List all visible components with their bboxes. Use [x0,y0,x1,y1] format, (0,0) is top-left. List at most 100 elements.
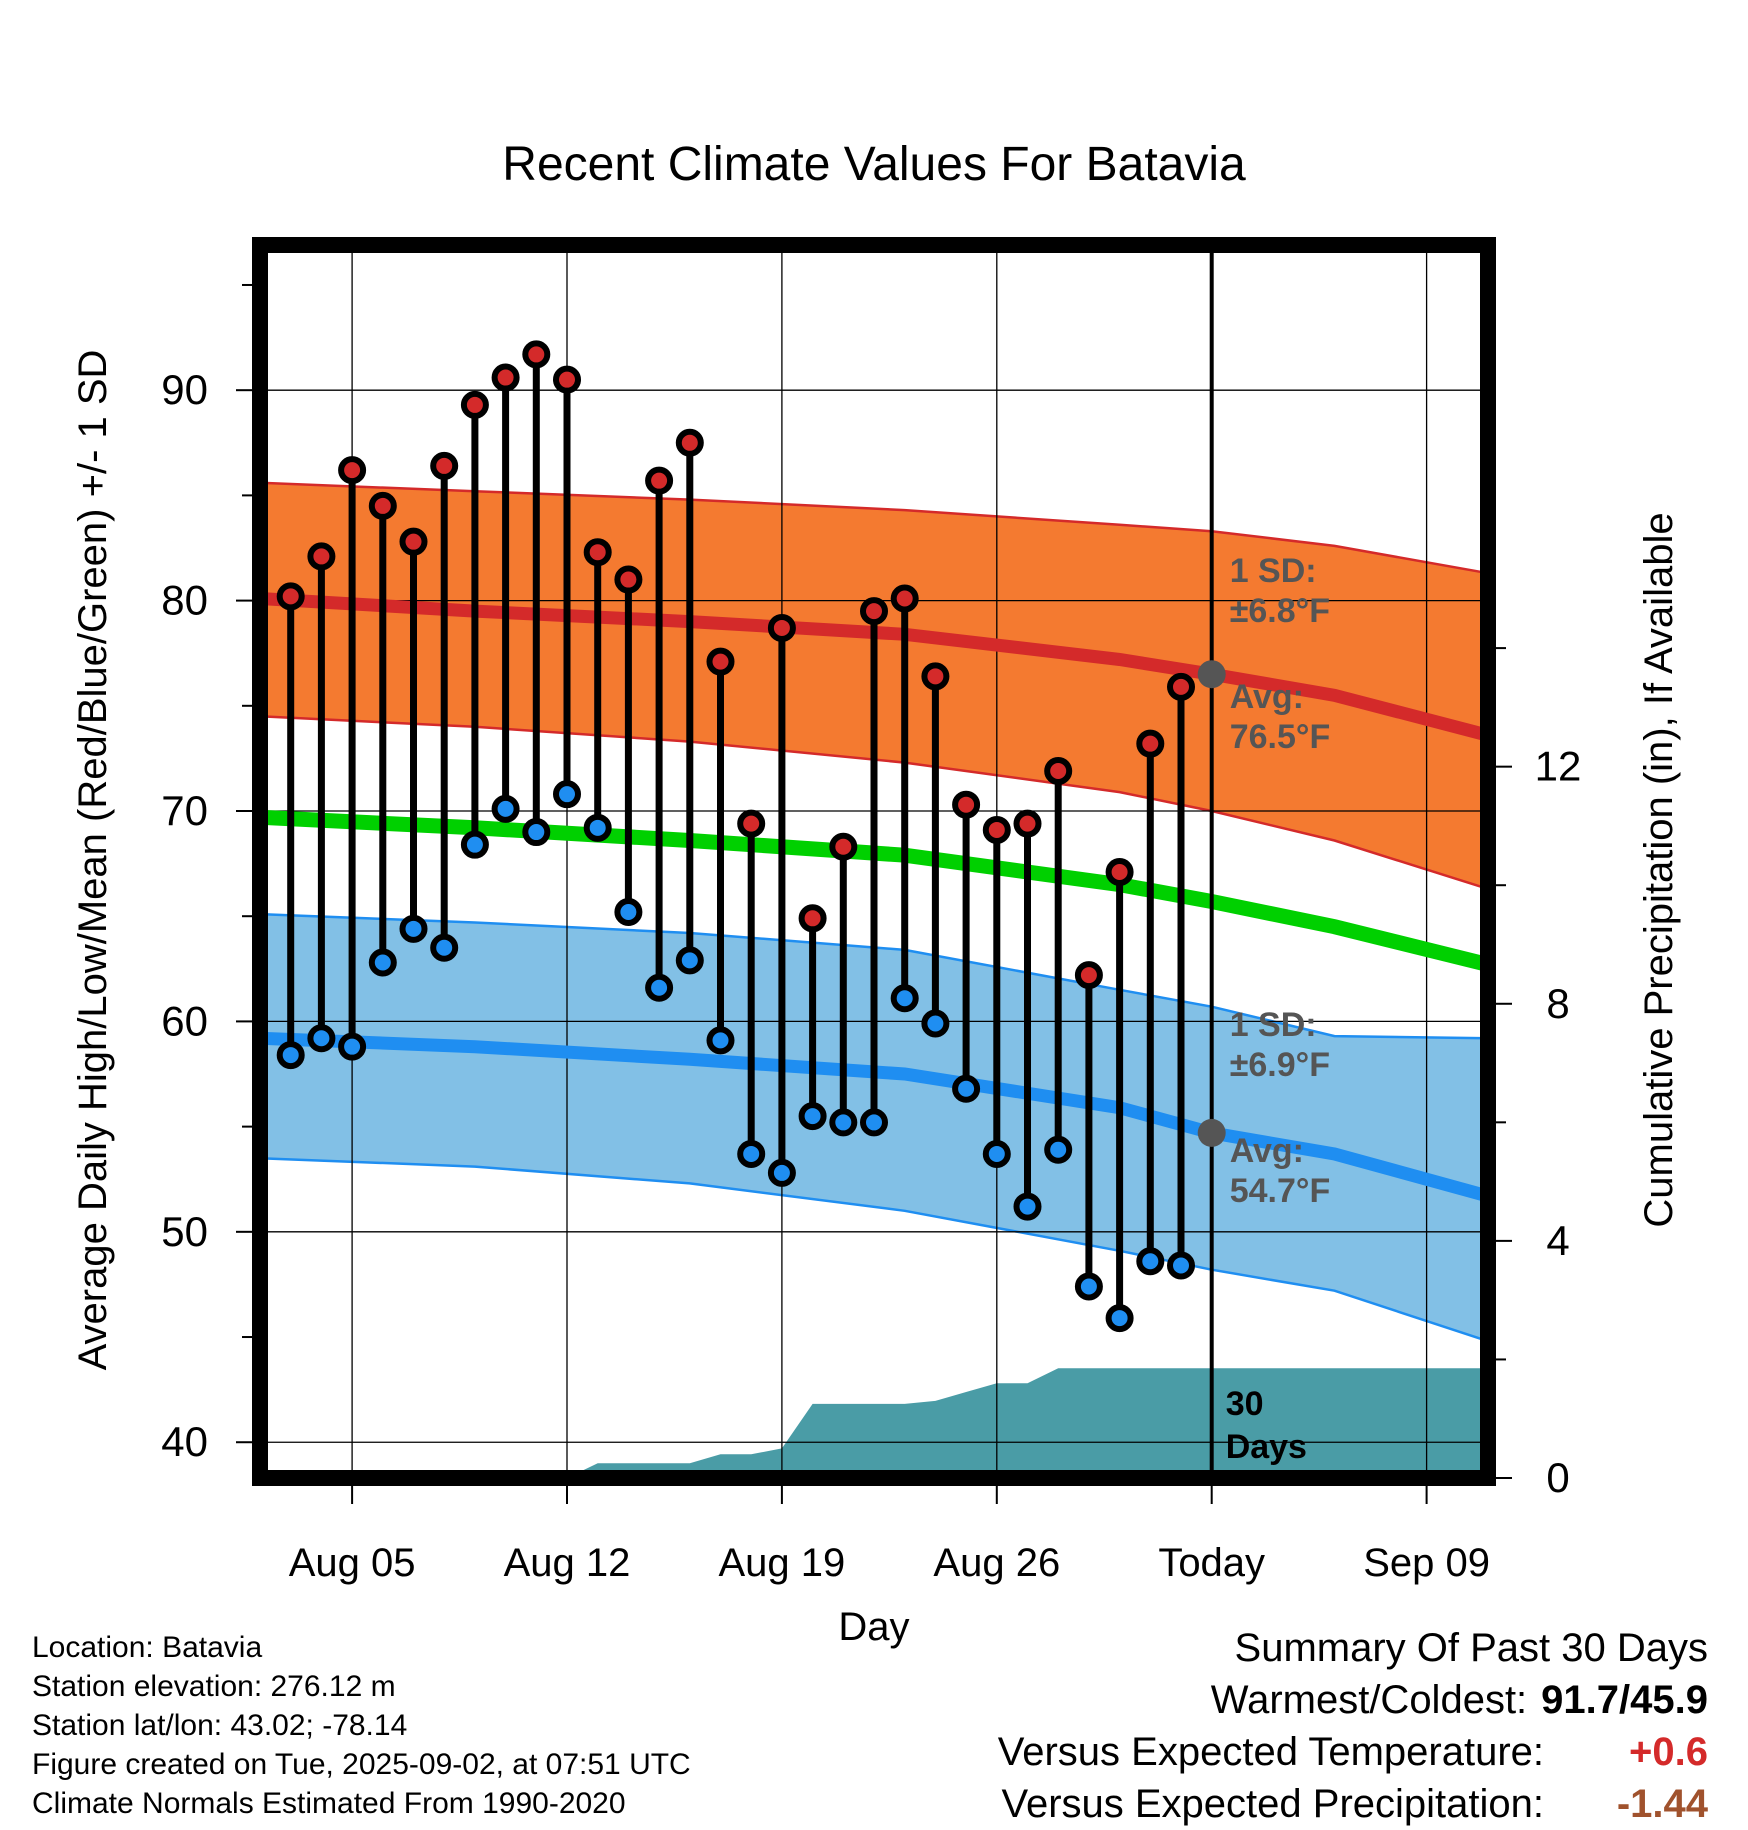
daily-high-point [1044,757,1073,786]
low-avg-value: 54.7°F [1230,1172,1331,1210]
daily-low-point [399,914,428,943]
y2-tick-label: 8 [1546,980,1569,1027]
high-avg-label: Avg: [1230,678,1304,716]
daily-low-point [706,1026,735,1055]
daily-high-point [645,466,674,495]
low-normal-line [259,1031,1490,1203]
daily-low-point [675,946,704,975]
daily-low-point [368,948,397,977]
daily-high-point [829,832,858,861]
today-low-normal-marker [1197,1118,1226,1147]
temp-value: +0.6 [1629,1730,1708,1774]
plot-frame [252,237,1496,1486]
daily-high-point [1136,729,1165,758]
daily-high-point [430,451,459,480]
daily-high-point [767,613,796,642]
daily-high-point [583,538,612,567]
daily-high-point [1167,672,1195,701]
precip-row: Versus Expected Precipitation: -1.44 [808,1778,1708,1830]
daily-low-point [1167,1251,1195,1280]
daily-low-point [491,794,520,823]
daily-high-point [1013,809,1042,838]
daily-high-point [1105,858,1134,887]
x-tick-label: Aug 19 [719,1541,846,1585]
daily-low-point [767,1158,796,1187]
daily-low-point [798,1102,827,1131]
temp-label: Versus Expected Temperature: [997,1730,1544,1774]
today-high-normal-marker [1197,660,1226,689]
daily-low-point [645,973,674,1002]
daily-high-point [460,390,489,419]
warm-cold-label: Warmest/Coldest: [1210,1678,1528,1722]
daily-high-point [276,582,305,611]
low-sd-lower-edge [259,1156,1489,1343]
daily-low-point [1044,1135,1073,1164]
daily-low-point [737,1139,766,1168]
x-tick-label: Aug 26 [933,1541,1060,1585]
summary-title: Summary Of Past 30 Days [1234,1626,1708,1670]
low-sd-label: 1 SD: [1230,1006,1317,1044]
daily-low-point [829,1108,858,1137]
mean-normal-line [259,809,1490,972]
y-tick-label: 40 [161,1418,208,1465]
precip-label: Versus Expected Precipitation: [1001,1782,1544,1826]
summary-panel: Summary Of Past 30 Days Warmest/Coldest:… [808,1622,1708,1830]
daily-low-point [553,780,581,809]
x-tick-label: Aug 12 [504,1541,631,1585]
daily-low-point [982,1139,1011,1168]
low-sd-upper-edge [259,912,1489,1040]
daily-low-point [430,933,459,962]
y2-tick-label: 4 [1546,1217,1569,1264]
location-text: Location: Batavia [32,1631,263,1664]
daily-high-point [952,790,981,819]
daily-high-point [491,363,520,392]
daily-low-point [1074,1272,1103,1301]
chart-title: Recent Climate Values For Batavia [502,138,1246,191]
daily-low-point [921,1009,950,1038]
daily-high-point [368,491,397,520]
x-tick-label: Aug 05 [289,1541,416,1585]
x-axis-label: Day [838,1605,909,1649]
daily-high-point [1074,961,1103,990]
high-normal-line [259,592,1490,742]
warm-cold-value: 91.7/45.9 [1541,1678,1708,1722]
daily-low-point [522,818,551,847]
y2-tick-label: 12 [1535,743,1582,790]
daily-high-point [982,815,1011,844]
high-avg-value: 76.5°F [1230,718,1331,756]
daily-high-point [675,428,704,457]
y2-tick-label: 0 [1546,1454,1569,1501]
latlon-text: Station lat/lon: 43.02; -78.14 [32,1709,408,1742]
window-label-line1: 30 [1226,1385,1264,1423]
station-info: Location: Batavia Station elevation: 276… [32,1628,691,1823]
daily-high-point [399,527,428,556]
x-tick-label: Today [1158,1541,1265,1585]
normals-text: Climate Normals Estimated From 1990-2020 [32,1787,626,1820]
daily-high-point [798,904,827,933]
high-sd-upper-edge [259,481,1489,575]
daily-high-point [921,662,950,691]
y-tick-label: 60 [161,997,208,1044]
daily-low-point [276,1041,305,1070]
daily-low-point [1105,1304,1134,1333]
y2-axis-label: Cumulative Precipitation (in), If Availa… [1637,512,1681,1227]
daily-low-point [460,830,489,859]
daily-low-point [860,1108,888,1137]
daily-low-point [890,984,919,1013]
created-text: Figure created on Tue, 2025-09-02, at 07… [32,1748,691,1781]
daily-high-point [307,542,336,571]
daily-low-point [1136,1247,1165,1276]
elevation-text: Station elevation: 276.12 m [32,1670,396,1703]
y-tick-label: 70 [161,787,208,834]
daily-high-point [553,365,581,394]
window-label-line2: Days [1226,1428,1307,1466]
daily-high-point [522,340,551,369]
y-tick-label: 50 [161,1208,208,1255]
precip-value: -1.44 [1616,1782,1708,1826]
high-sd-lower-edge [259,715,1489,891]
y-tick-label: 90 [161,366,208,413]
daily-high-point [890,584,919,613]
daily-high-point [706,647,735,676]
daily-low-point [583,813,612,842]
